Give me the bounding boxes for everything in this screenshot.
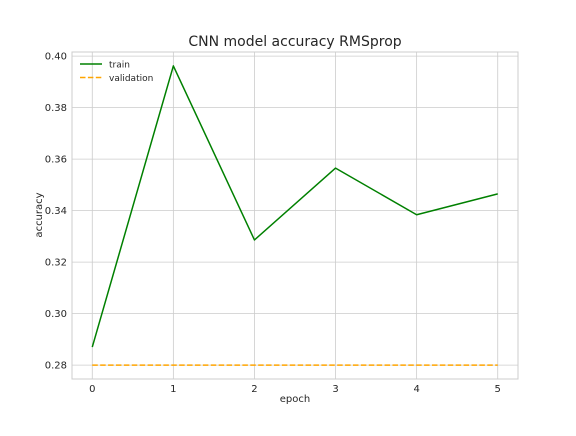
y-axis-ticks: 0.28 0.30 0.32 0.34 0.36 0.38 0.40	[45, 52, 67, 372]
y-tick-label: 0.34	[45, 206, 67, 217]
y-tick-label: 0.32	[45, 258, 67, 269]
x-tick-label: 4	[413, 384, 419, 395]
x-axis-label: epoch	[280, 394, 310, 405]
y-tick-label: 0.40	[45, 52, 67, 63]
plot-background	[72, 52, 518, 379]
y-tick-label: 0.28	[45, 361, 67, 372]
y-axis-label: accuracy	[34, 192, 45, 237]
y-tick-label: 0.36	[45, 155, 67, 166]
y-tick-label: 0.30	[45, 309, 67, 320]
x-tick-label: 0	[89, 384, 95, 395]
x-tick-label: 1	[170, 384, 176, 395]
legend-label-validation: validation	[109, 74, 153, 84]
chart-title: CNN model accuracy RMSprop	[188, 34, 401, 50]
x-tick-label: 5	[495, 384, 501, 395]
x-tick-label: 2	[251, 384, 257, 395]
y-tick-label: 0.38	[45, 103, 67, 114]
x-tick-label: 3	[332, 384, 338, 395]
legend-label-train: train	[109, 61, 130, 71]
